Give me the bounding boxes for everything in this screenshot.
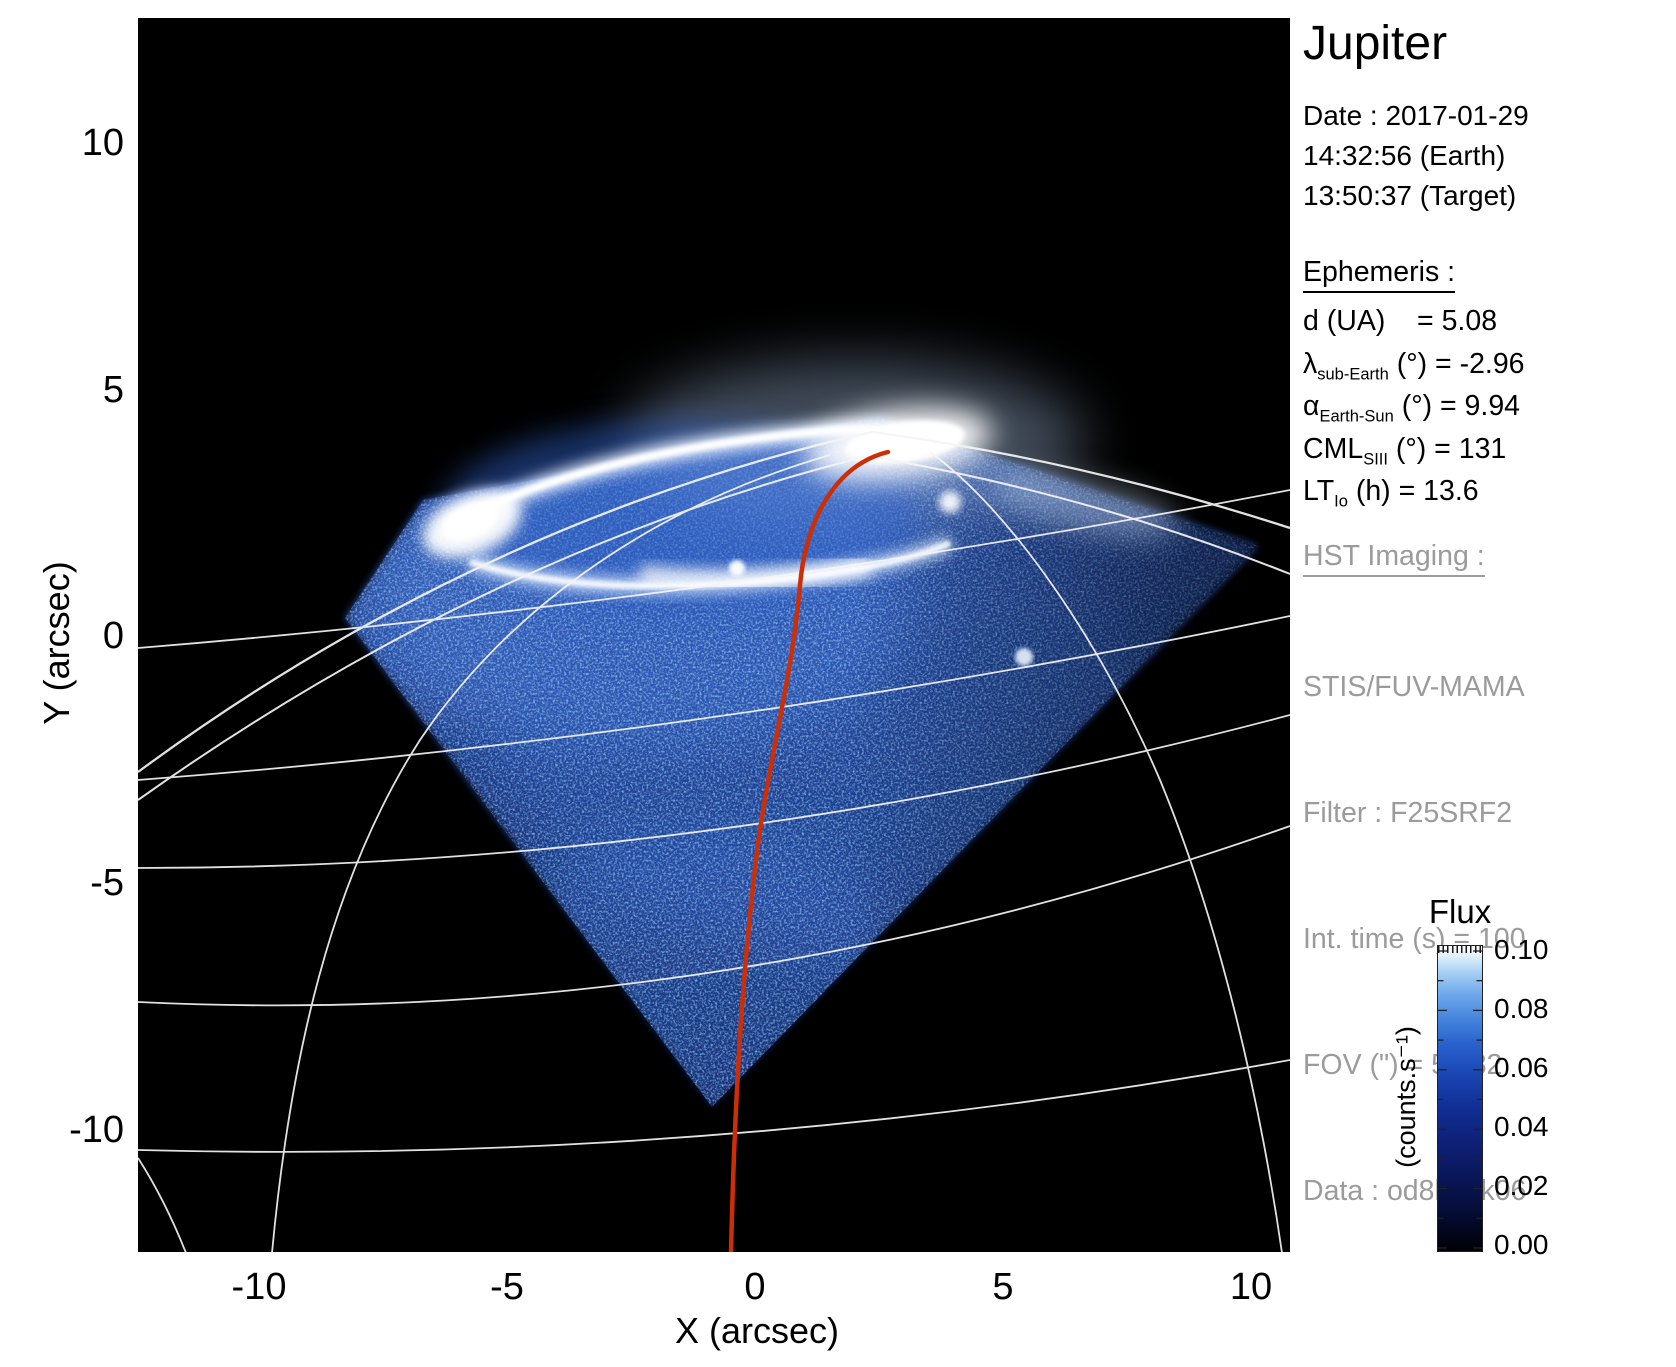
colorbar-tick-0.10: 0.10 <box>1494 934 1549 965</box>
auroral-oval <box>422 360 1179 666</box>
flux-colorbar <box>1437 945 1483 1252</box>
y-tick-0: 0 <box>102 615 124 657</box>
y-tick-5: 5 <box>102 369 124 411</box>
y-tick-neg5: -5 <box>90 862 124 904</box>
ephemeris-heading: Ephemeris : <box>1303 256 1675 293</box>
colorbar-tick-0.04: 0.04 <box>1494 1111 1549 1142</box>
x-axis-title: X (arcsec) <box>674 1310 840 1351</box>
hst-int-time: Int. time (s) = 100 <box>1303 923 1526 955</box>
colorbar-side-ticks <box>1438 950 1482 1249</box>
red-meridian-line <box>728 449 891 1256</box>
ephemeris-row-distance: d (UA) = 5.08 <box>1303 305 1498 337</box>
x-tick-10: 10 <box>1229 1266 1273 1308</box>
ephemeris-row-alpha: αEarth-Sun (°) = 9.94 <box>1303 390 1521 426</box>
observation-datetime: Date : 2017-01-29 14:32:56 (Earth) 13:50… <box>1303 96 1675 216</box>
planet-graticule <box>137 430 1291 1254</box>
x-tick-0: 0 <box>744 1266 766 1308</box>
colorbar-tick-0.02: 0.02 <box>1494 1170 1549 1201</box>
colorbar-tick-0.06: 0.06 <box>1494 1052 1549 1083</box>
colorbar-title: Flux <box>1428 893 1492 930</box>
hst-filter: Filter : F25SRF2 <box>1303 797 1513 829</box>
ephemeris-row-cml: CMLSIII (°) = 131 <box>1303 432 1507 469</box>
x-tick-neg10: -10 <box>231 1266 287 1308</box>
y-tick-10: 10 <box>81 122 124 164</box>
hst-instrument: STIS/FUV-MAMA <box>1303 671 1525 703</box>
aurora-image-canvas <box>137 18 1291 1256</box>
colorbar-unit-label: (counts.s⁻¹) <box>1391 1026 1421 1168</box>
colorbar-tick-0.00: 0.00 <box>1494 1229 1549 1260</box>
hst-imaging-heading: HST Imaging : <box>1303 540 1675 577</box>
target-time: 13:50:37 (Target) <box>1303 180 1517 211</box>
hst-fov: FOV (") = 53.82 <box>1303 1049 1503 1081</box>
y-axis-title: Y (arcsec) <box>36 561 77 725</box>
colorbar-top-ticks <box>1438 946 1482 953</box>
observation-date: Date : 2017-01-29 <box>1303 100 1529 131</box>
hst-imaging-details: STIS/FUV-MAMA Filter : F25SRF2 Int. time… <box>1303 582 1675 1254</box>
page-title: Jupiter <box>1303 17 1448 70</box>
earth-time: 14:32:56 (Earth) <box>1303 140 1506 171</box>
ephemeris-row-lambda: λsub-Earth (°) = -2.96 <box>1303 347 1525 384</box>
hst-data-id: Data : od8k36k06 <box>1303 1175 1527 1207</box>
ephemeris-row-lt-io: LTIo (h) = 13.6 <box>1303 475 1479 511</box>
x-tick-neg5: -5 <box>490 1266 524 1308</box>
jupiter-fuv-image-plot <box>137 18 1291 1256</box>
x-tick-5: 5 <box>992 1266 1014 1308</box>
y-tick-neg10: -10 <box>69 1109 124 1151</box>
colorbar-tick-0.08: 0.08 <box>1494 993 1549 1024</box>
io-footprint-spot <box>729 560 745 576</box>
ephemeris-table: d (UA) = 5.08 λsub-Earth (°) = -2.96 αEa… <box>1303 300 1675 513</box>
